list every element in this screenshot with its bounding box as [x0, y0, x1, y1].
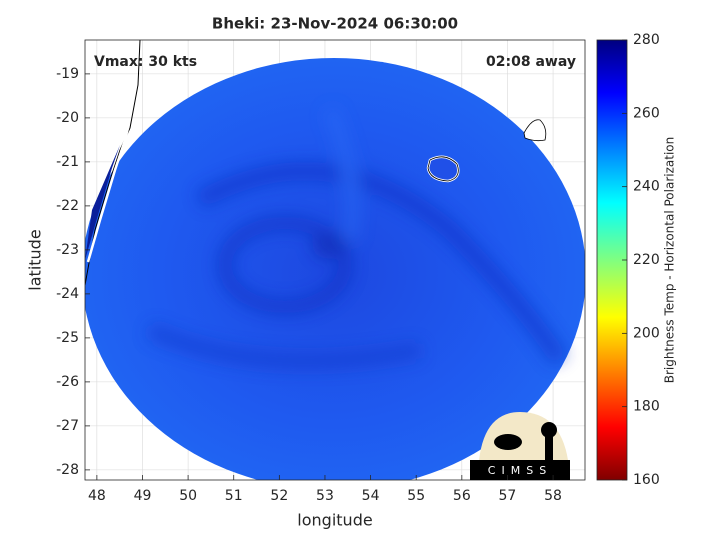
- colorbar-tick-label: 220: [633, 252, 660, 268]
- axes-frame: [84, 39, 586, 481]
- x-tick-label: 48: [88, 488, 106, 504]
- x-tick-label: 52: [270, 488, 288, 504]
- y-tick-label: -22: [56, 198, 79, 214]
- x-tick-label: 57: [499, 488, 517, 504]
- x-tick-label: 49: [134, 488, 152, 504]
- logo-text: CIMSS: [488, 464, 552, 477]
- x-tick-label: 55: [407, 488, 425, 504]
- chart-title: Bheki: 23-Nov-2024 06:30:00: [212, 15, 458, 33]
- y-tick-label: -26: [56, 374, 79, 390]
- colorbar-label: Brightness Temp - Horizontal Polarizatio…: [663, 137, 677, 384]
- y-tick-label: -21: [56, 154, 79, 170]
- y-tick-label: -19: [56, 66, 79, 82]
- colorbar-tick-label: 240: [633, 179, 660, 195]
- y-tick-label: -20: [56, 110, 79, 126]
- colorbar-tick-label: 260: [633, 105, 660, 121]
- swath-image: [85, 40, 585, 480]
- x-tick-label: 54: [362, 488, 380, 504]
- x-tick-label: 58: [544, 488, 562, 504]
- y-tick-label: -28: [56, 462, 79, 478]
- x-axis-label: longitude: [297, 511, 372, 530]
- colorbar-tick-label: 200: [633, 325, 660, 341]
- colorbar-tick-label: 160: [633, 472, 660, 488]
- cimss-logo: CIMSS: [470, 412, 570, 480]
- x-tick-label: 56: [453, 488, 471, 504]
- x-tick-label: 53: [316, 488, 334, 504]
- colorbar-tick-label: 180: [633, 399, 660, 415]
- y-tick-label: -24: [56, 286, 79, 302]
- annotation: Vmax: 30 kts: [94, 54, 197, 70]
- y-axis-label: latitude: [26, 229, 45, 290]
- y-tick-label: -27: [56, 418, 79, 434]
- x-tick-label: 50: [179, 488, 197, 504]
- y-tick-label: -25: [56, 330, 79, 346]
- annotation: 02:08 away: [486, 54, 576, 70]
- colorbar-tick-label: 280: [633, 32, 660, 48]
- y-tick-label: -23: [56, 242, 79, 258]
- x-tick-label: 51: [225, 488, 243, 504]
